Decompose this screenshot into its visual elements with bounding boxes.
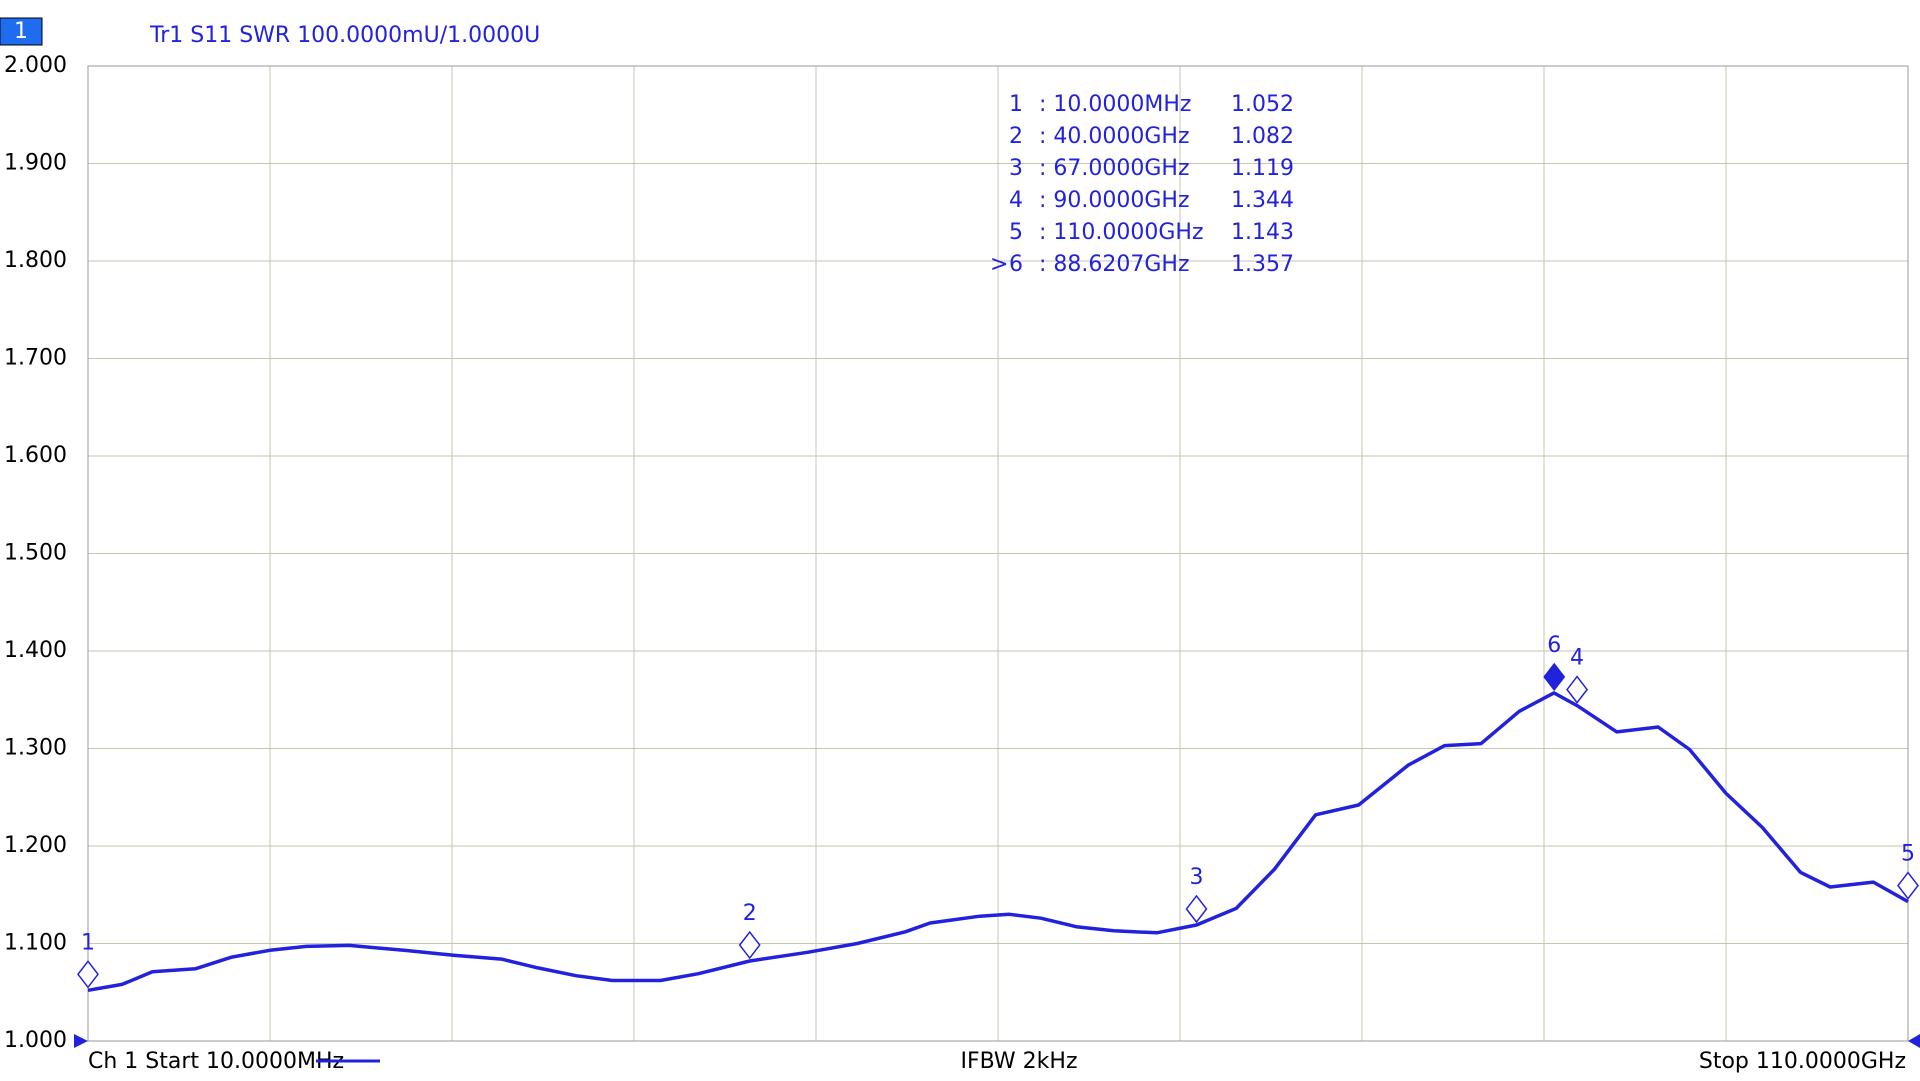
trace-line [87, 691, 1909, 993]
y-tick-label: 1.300 [4, 736, 67, 761]
readout-id: 5 [1009, 220, 1023, 245]
y-tick-label: 1.100 [4, 931, 67, 956]
marker-id: 5 [1901, 842, 1915, 867]
y-tick-label: 2.000 [4, 53, 67, 78]
readout-value: 1.052 [1231, 92, 1294, 117]
footer-start: Ch 1 Start 10.0000MHz [88, 1049, 344, 1074]
marker-diamond [1897, 871, 1919, 900]
marker-diamond [1185, 894, 1208, 924]
y-tick-label: 1.700 [4, 346, 67, 371]
y-tick-label: 1.400 [4, 638, 67, 663]
marker-id: 4 [1570, 646, 1584, 671]
marker-diamond [1543, 662, 1566, 692]
y-tick-label: 1.000 [4, 1028, 67, 1053]
y-tick-label: 1.800 [4, 248, 67, 273]
start-arrow [74, 1034, 88, 1048]
readout-freq: : 90.0000GHz [1039, 188, 1190, 213]
active-prefix: > [990, 252, 1008, 277]
marker-id: 6 [1547, 633, 1561, 658]
readout-id: 3 [1009, 156, 1023, 181]
stop-arrow [1908, 1034, 1920, 1048]
marker-diamond [1566, 675, 1589, 704]
channel-badge-box [0, 17, 43, 46]
readout-value: 1.357 [1231, 252, 1294, 277]
readout-value: 1.143 [1231, 220, 1294, 245]
readout-value: 1.082 [1231, 124, 1294, 149]
readout-freq: : 67.0000GHz [1039, 156, 1190, 181]
plot-frame [87, 65, 1909, 1042]
readout-id: 2 [1009, 124, 1023, 149]
channel-badge: 1 [14, 19, 28, 44]
y-tick-label: 1.900 [4, 151, 67, 176]
footer-stop: Stop 110.0000GHz [1699, 1049, 1906, 1074]
readout-id: 4 [1009, 188, 1023, 213]
readout-freq: : 10.0000MHz [1039, 92, 1191, 117]
trace-title: Tr1 S11 SWR 100.0000mU/1.0000U [149, 23, 540, 48]
readout-id: 6 [1009, 252, 1023, 277]
footer-center: IFBW 2kHz [960, 1049, 1077, 1074]
readout-id: 1 [1009, 92, 1023, 117]
readout-freq: : 88.6207GHz [1039, 252, 1190, 277]
y-tick-label: 1.200 [4, 833, 67, 858]
marker-diamond [77, 960, 99, 989]
y-tick-label: 1.600 [4, 443, 67, 468]
readout-value: 1.119 [1231, 156, 1294, 181]
readout-value: 1.344 [1231, 188, 1294, 213]
readout-freq: : 40.0000GHz [1039, 124, 1190, 149]
marker-id: 2 [743, 901, 757, 926]
marker-id: 3 [1189, 865, 1203, 890]
readout-freq: : 110.0000GHz [1039, 220, 1204, 245]
marker-id: 1 [81, 930, 95, 955]
marker-diamond [738, 930, 761, 960]
y-tick-label: 1.500 [4, 541, 67, 566]
